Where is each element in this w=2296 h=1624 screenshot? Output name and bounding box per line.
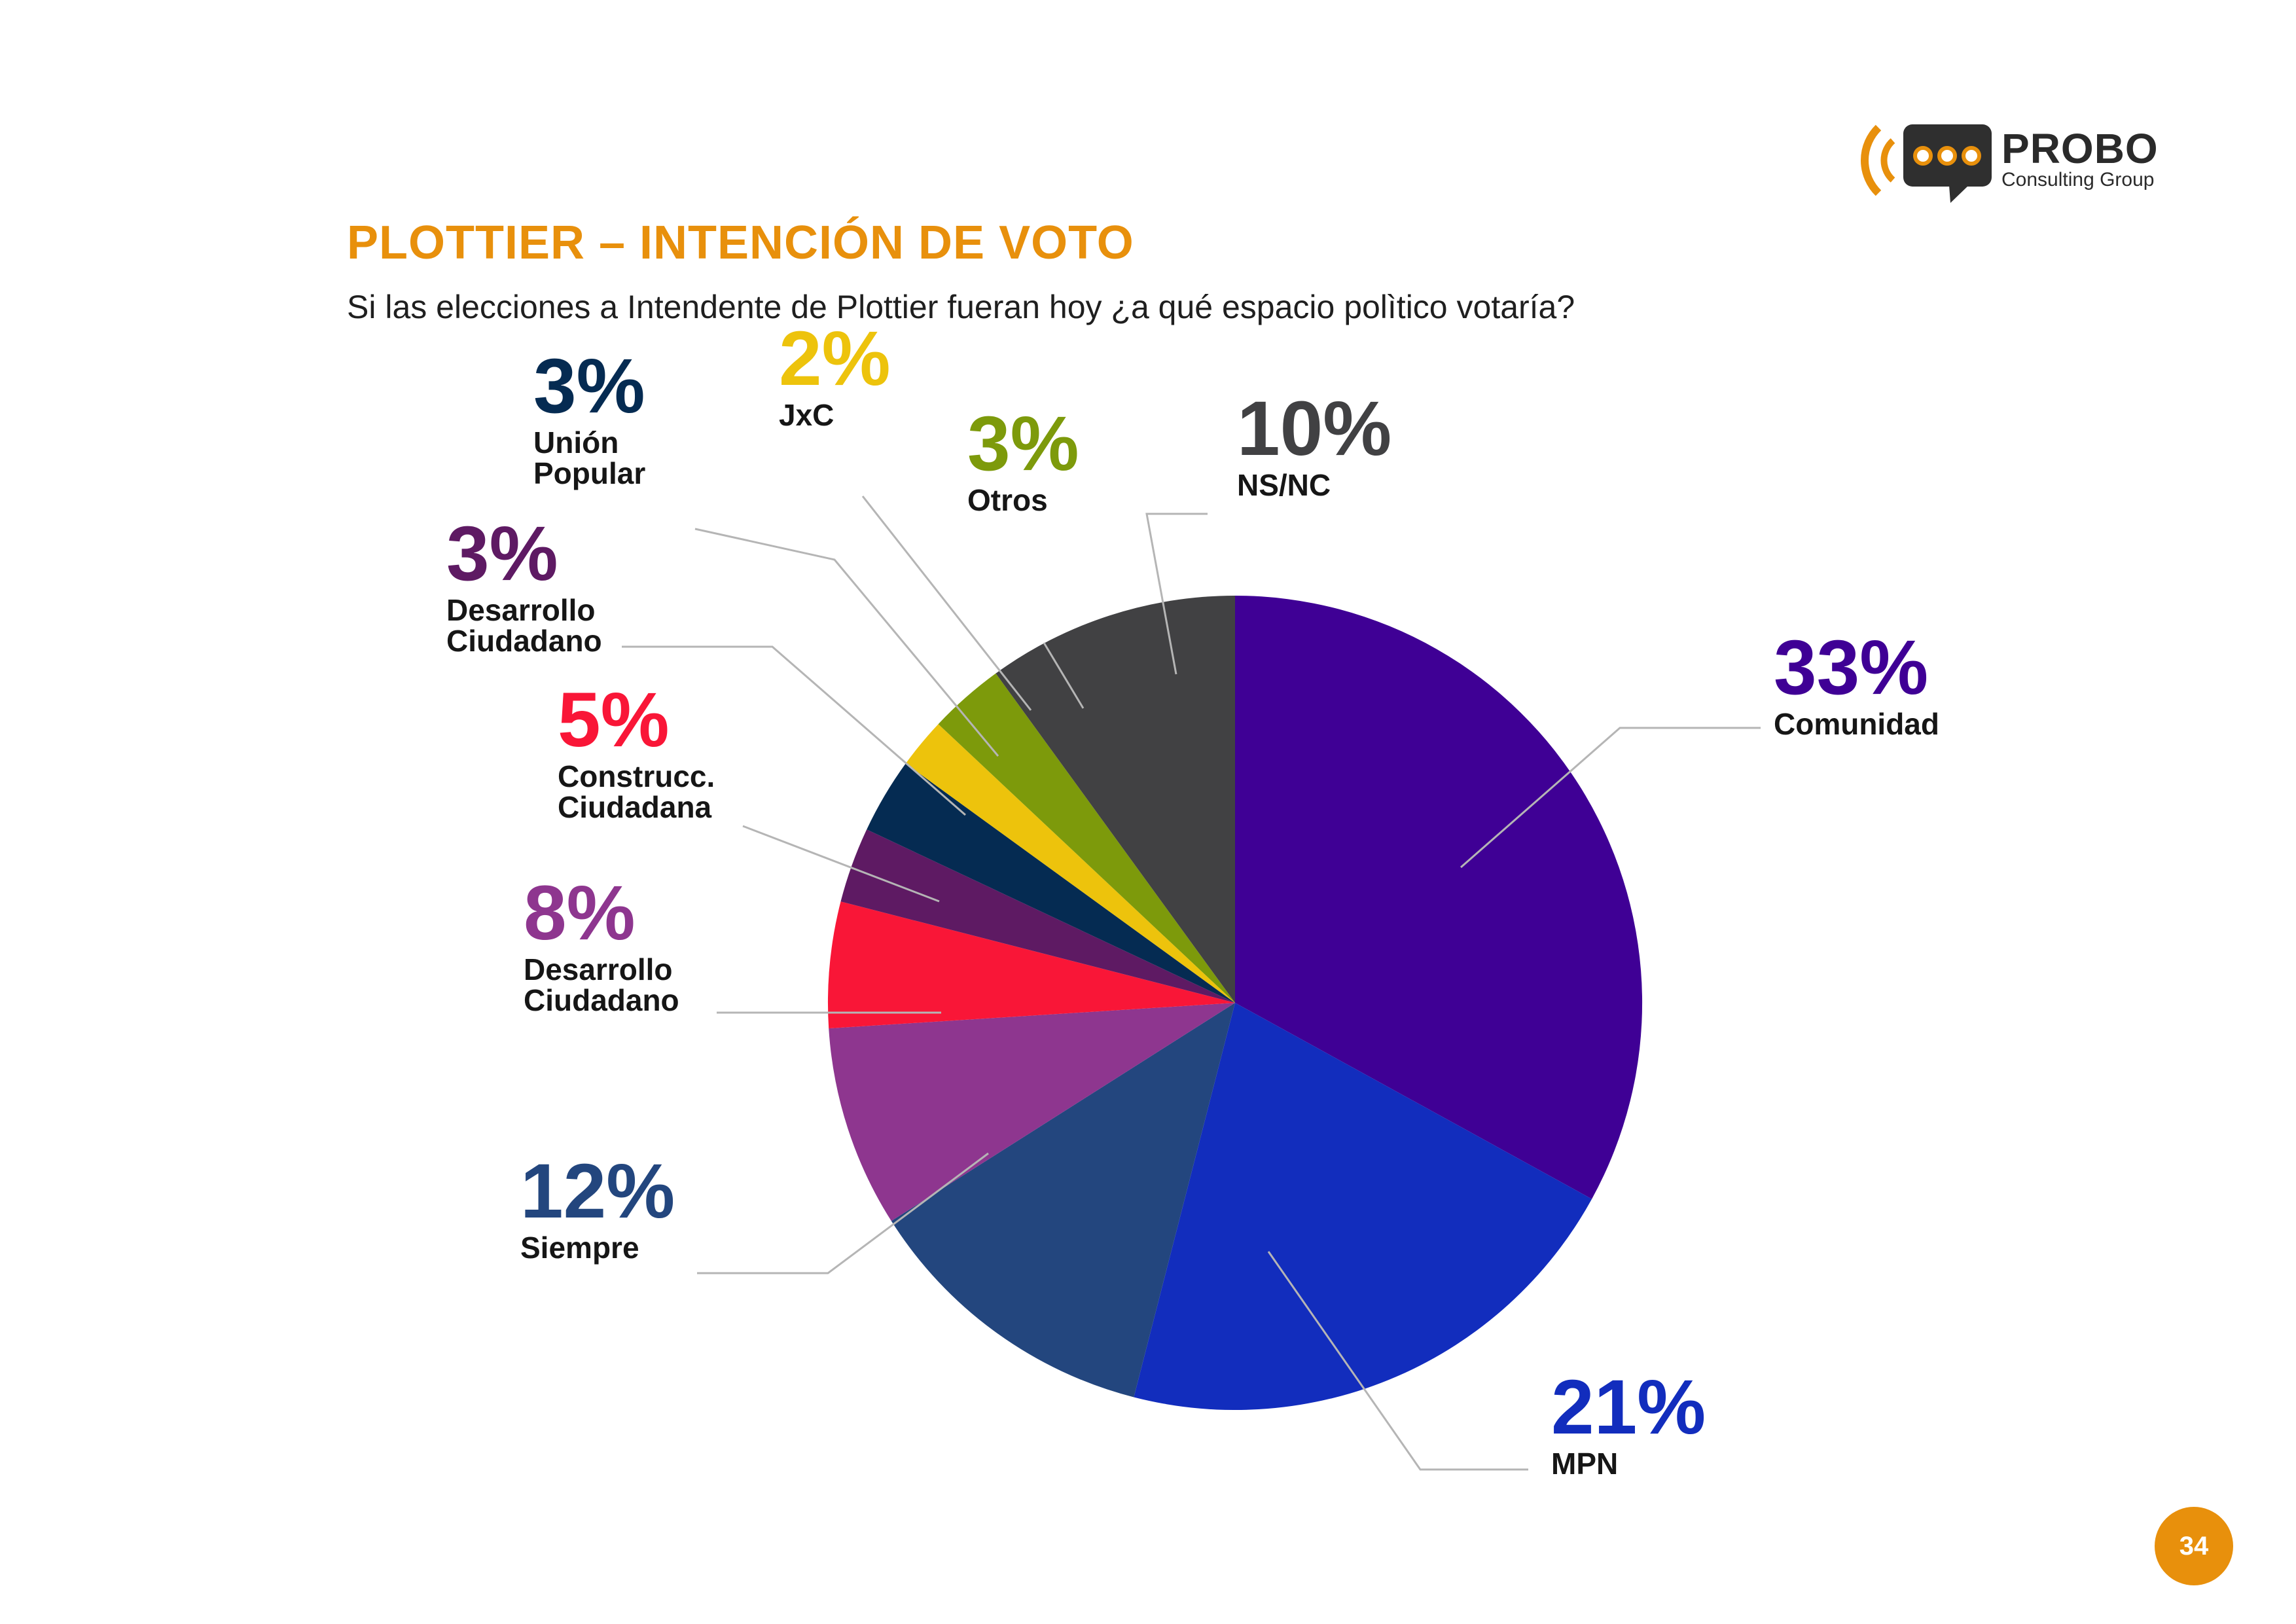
category-label-comunidad-0-line-0: Comunidad (1774, 707, 1939, 741)
category-label-otros-8-line-0: Otros (967, 483, 1048, 517)
page-title: PLOTTIER – INTENCIÓN DE VOTO (347, 217, 1134, 269)
category-label-construcc-ciudadana-4-line-1: Ciudadana (558, 790, 712, 824)
category-label-construcc-ciudadana-4-line-0: Construcc. (558, 759, 715, 793)
category-label-desarrollo-ciudadano-5-line-1: Ciudadano (446, 624, 602, 658)
category-label-ns-nc-9-line-0: NS/NC (1237, 468, 1331, 502)
leader-line-union-popular-6 (694, 528, 999, 757)
leader-line-mpn-1 (1267, 1251, 1528, 1471)
leader-line-construcc-ciudadana-4 (742, 825, 940, 903)
value-label-union-popular-6: 3% (533, 343, 645, 429)
category-label-siempre-2-line-0: Siempre (520, 1231, 639, 1265)
value-label-jxc-7: 2% (779, 316, 891, 402)
leader-line-ns-nc-9 (1145, 513, 1208, 675)
value-label-ns-nc-9: 10% (1237, 386, 1391, 472)
leader-line-jxc-7 (861, 496, 1032, 711)
category-label-desarrollo-ciudadano-3-line-1: Ciudadano (524, 983, 679, 1017)
pie-slice-union-popular-6 (867, 763, 1235, 1003)
category-label-desarrollo-ciudadano-3-line-0: Desarrollo (524, 952, 673, 986)
signal-arc-outer (1860, 124, 1882, 196)
category-label-jxc-7-line-0: JxC (779, 398, 834, 432)
value-label-mpn-1: 21% (1551, 1364, 1706, 1451)
pie-slice-otros-8 (938, 673, 1235, 1003)
value-label-siempre-2: 12% (520, 1148, 675, 1235)
pie-slice-jxc-7 (905, 724, 1235, 1003)
pie-slice-comunidad-0 (1235, 596, 1643, 1199)
category-label-desarrollo-ciudadano-5-line-0: Desarrollo (446, 593, 596, 627)
signal-arc-inner (1880, 138, 1895, 183)
pie-slice-mpn-1 (1134, 1003, 1592, 1411)
value-label-desarrollo-ciudadano-3: 8% (524, 870, 636, 956)
value-label-desarrollo-ciudadano-5: 3% (446, 511, 558, 597)
pie-slice-ns-nc-9 (996, 596, 1235, 1003)
bubble-tail (1949, 185, 1969, 203)
pie-slice-desarrollo-ciudadano-5 (840, 829, 1235, 1003)
pie-slice-construcc-ciudadana-4 (827, 901, 1235, 1029)
bubble-dot-2 (1937, 146, 1957, 166)
leader-line-comunidad-0 (1460, 727, 1761, 869)
bubble-dot-1 (1913, 146, 1933, 166)
pie-slice-siempre-2 (891, 1003, 1235, 1398)
value-label-otros-8: 3% (967, 401, 1079, 487)
page-number-badge: 34 (2155, 1507, 2233, 1585)
value-label-construcc-ciudadana-4: 5% (558, 677, 670, 763)
leader-line-otros-8 (1043, 642, 1085, 709)
brand-name: PROBO (2001, 125, 2159, 172)
leader-line-desarrollo-ciudadano-5 (622, 645, 966, 816)
bubble-dot-3 (1962, 146, 1981, 166)
brand-tagline: Consulting Group (2001, 169, 2155, 190)
category-label-union-popular-6-line-1: Popular (533, 456, 645, 490)
speech-bubble-signal-icon (1860, 124, 1992, 203)
pie-slice-desarrollo-ciudadano-3 (829, 1003, 1235, 1221)
question-subtitle: Si las elecciones a Intendente de Plotti… (347, 289, 1575, 325)
value-label-comunidad-0: 33% (1774, 624, 1928, 711)
category-label-union-popular-6-line-0: Unión (533, 425, 619, 460)
leader-line-siempre-2 (697, 1152, 989, 1274)
category-label-mpn-1-line-0: MPN (1551, 1447, 1618, 1481)
